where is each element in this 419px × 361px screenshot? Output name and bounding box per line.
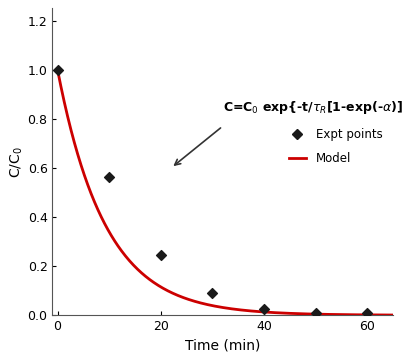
Point xyxy=(54,67,61,73)
X-axis label: Time (min): Time (min) xyxy=(185,339,260,353)
Text: C=C$_0$ exp{-t/$\tau_R$[1-exp(-$\alpha$)]: C=C$_0$ exp{-t/$\tau_R$[1-exp(-$\alpha$)… xyxy=(223,99,403,116)
Y-axis label: C/C$_0$: C/C$_0$ xyxy=(8,146,25,178)
Point xyxy=(106,174,113,179)
Point xyxy=(158,252,164,258)
Point xyxy=(364,310,370,316)
Point xyxy=(312,310,319,316)
Legend: Expt points, Model: Expt points, Model xyxy=(284,123,387,169)
Point xyxy=(261,306,267,312)
Point xyxy=(209,290,216,296)
